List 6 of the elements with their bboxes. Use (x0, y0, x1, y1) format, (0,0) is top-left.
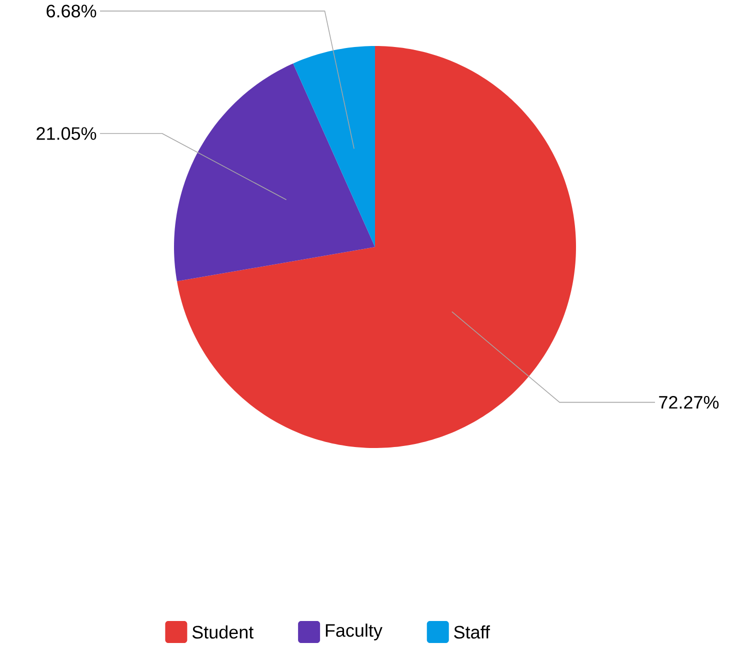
data-label: 72.27% (659, 396, 719, 409)
legend-label: Faculty (326, 624, 382, 640)
legend-label: Student (192, 625, 254, 639)
legend-label: Staff (454, 625, 490, 639)
data-label: 21.05% (36, 127, 96, 140)
data-label: 6.68% (46, 4, 96, 18)
